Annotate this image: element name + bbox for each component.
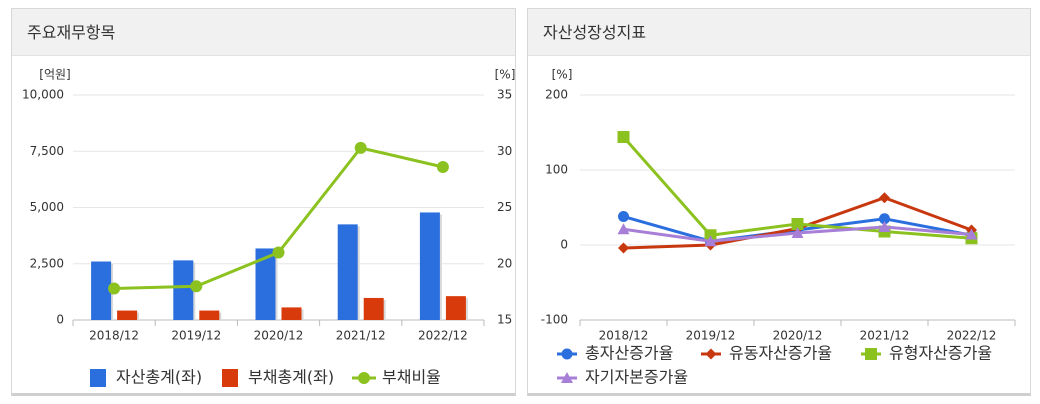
- y-tick-label: -100: [541, 313, 568, 327]
- y-tick-label: 100: [545, 163, 568, 177]
- bar-0-3: [337, 224, 358, 320]
- asset-growth-panel: 자산성장성지표: [527, 8, 1031, 396]
- financial-items-panel: 주요재무항목: [11, 8, 516, 396]
- x-tick-label: 2019/12: [686, 329, 736, 343]
- legend-label: 부채총계(좌): [248, 368, 334, 387]
- y-left-tick-label: 5,000: [30, 200, 64, 214]
- x-tick-label: 2021/12: [336, 329, 386, 343]
- bar-1-4: [445, 296, 466, 320]
- bar-1-2: [281, 307, 302, 320]
- legend-swatch-point: [358, 372, 370, 384]
- legend-swatch: [222, 369, 238, 387]
- legend-swatch-marker: [865, 348, 877, 360]
- x-tick-label: 2018/12: [89, 329, 139, 343]
- series-1-point-0: [618, 242, 629, 254]
- series-2-point-0: [617, 131, 630, 143]
- line-point-2-3: [354, 141, 367, 154]
- bar-0-0: [91, 261, 112, 320]
- y-right-unit: [%]: [495, 68, 516, 82]
- y-right-tick-label: 25: [497, 200, 512, 214]
- y-left-tick-label: 7,500: [30, 144, 64, 158]
- x-tick-label: 2021/12: [860, 329, 910, 343]
- series-3-point-3: [878, 221, 891, 232]
- series-3-point-0: [617, 223, 630, 235]
- bar-0-2: [255, 248, 276, 320]
- y-left-tick-label: 2,500: [30, 256, 64, 270]
- legend-label: 총자산증가율: [585, 344, 673, 363]
- legend-label: 유동자산증가율: [729, 344, 832, 363]
- bar-0-4: [419, 212, 440, 320]
- y-right-tick-label: 35: [497, 88, 512, 102]
- y-right-tick-label: 20: [497, 256, 512, 270]
- line-point-2-4: [436, 161, 449, 173]
- x-tick-label: 2018/12: [599, 329, 649, 343]
- y-right-tick-label: 30: [497, 144, 512, 158]
- bar-0-1: [173, 260, 194, 320]
- y-tick-label: 200: [545, 88, 568, 102]
- series-3-point-4: [965, 228, 978, 240]
- bar-1-0: [117, 310, 138, 320]
- y-unit: [%]: [552, 68, 573, 82]
- bar-1-1: [199, 310, 220, 320]
- y-left-tick-label: 10,000: [22, 88, 64, 102]
- legend-swatch-marker: [561, 372, 573, 383]
- legend-label: 자기자본증가율: [585, 368, 688, 387]
- x-tick-label: 2022/12: [947, 329, 997, 343]
- legend-swatch-marker: [705, 348, 717, 360]
- series-3-point-1: [704, 235, 717, 247]
- legend-label: 자산총계(좌): [116, 368, 202, 387]
- line-point-2-0: [108, 282, 121, 295]
- x-tick-label: 2020/12: [773, 329, 823, 343]
- series-1-point-3: [879, 192, 890, 204]
- series-3-point-2: [791, 227, 804, 238]
- line-point-2-2: [272, 246, 285, 259]
- x-tick-label: 2022/12: [418, 329, 468, 343]
- y-tick-label: 0: [560, 238, 568, 252]
- asset-growth-title: 자산성장성지표: [528, 9, 1030, 56]
- series-0-point-0: [618, 211, 629, 222]
- bar-1-3: [363, 297, 384, 320]
- series-0-point-3: [879, 213, 890, 225]
- line-point-2-1: [190, 280, 203, 293]
- series-2-point-2: [791, 218, 804, 230]
- y-left-unit: [억원]: [39, 68, 70, 82]
- legend-swatch: [90, 369, 106, 387]
- x-tick-label: 2019/12: [171, 329, 221, 343]
- y-right-tick-label: 15: [497, 313, 512, 327]
- legend-swatch-marker: [561, 348, 573, 360]
- y-left-tick-label: 0: [56, 313, 64, 327]
- legend-label: 유형자산증가율: [889, 344, 992, 363]
- x-tick-label: 2020/12: [254, 329, 304, 343]
- legend-label: 부채비율: [382, 368, 441, 387]
- financial-items-title: 주요재무항목: [12, 9, 515, 56]
